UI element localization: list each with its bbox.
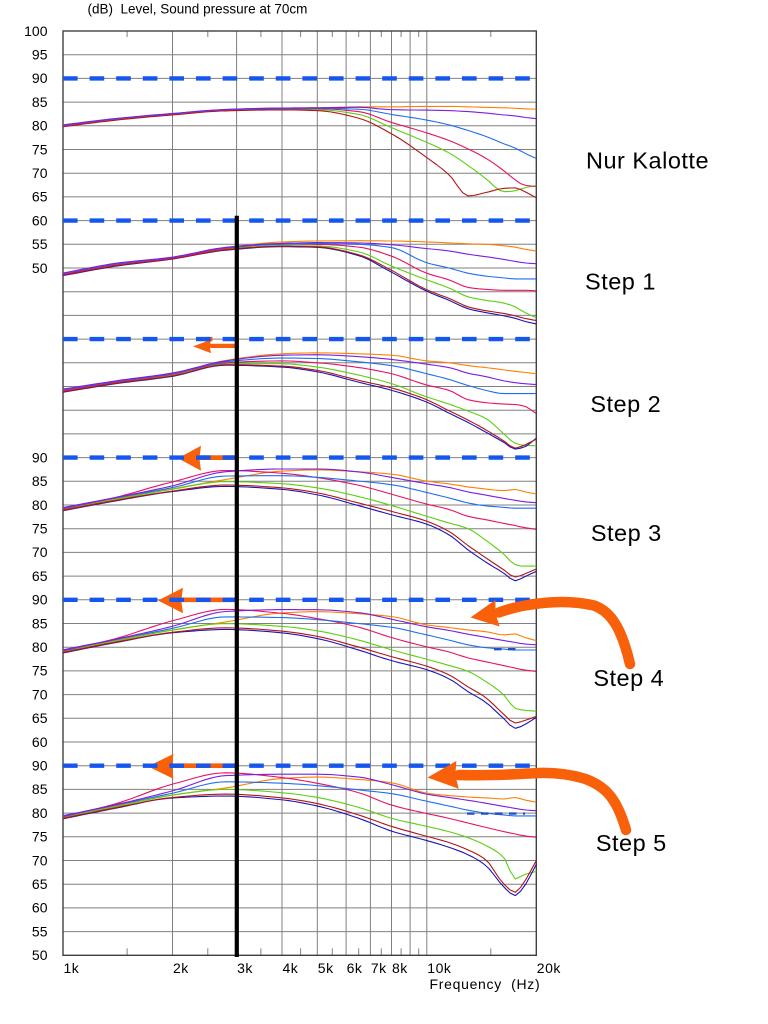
svg-text:1k: 1k bbox=[64, 960, 80, 976]
svg-text:60: 60 bbox=[32, 734, 48, 750]
svg-text:70: 70 bbox=[32, 544, 48, 560]
svg-text:4k: 4k bbox=[283, 960, 299, 976]
svg-text:5k: 5k bbox=[318, 960, 334, 976]
svg-text:Step 2: Step 2 bbox=[590, 391, 661, 417]
svg-text:Step 5: Step 5 bbox=[596, 830, 667, 856]
svg-text:65: 65 bbox=[32, 876, 48, 892]
svg-text:95: 95 bbox=[32, 47, 48, 63]
svg-text:2k: 2k bbox=[173, 960, 189, 976]
svg-text:90: 90 bbox=[32, 592, 48, 608]
svg-text:70: 70 bbox=[32, 165, 48, 181]
svg-text:65: 65 bbox=[32, 710, 48, 726]
svg-text:90: 90 bbox=[32, 70, 48, 86]
svg-text:90: 90 bbox=[32, 449, 48, 465]
svg-text:75: 75 bbox=[32, 663, 48, 679]
svg-text:50: 50 bbox=[32, 260, 48, 276]
svg-text:10k: 10k bbox=[427, 960, 452, 976]
svg-text:Step 3: Step 3 bbox=[591, 520, 662, 546]
svg-text:8k: 8k bbox=[392, 960, 408, 976]
svg-text:60: 60 bbox=[32, 212, 48, 228]
svg-text:50: 50 bbox=[32, 947, 48, 963]
svg-text:75: 75 bbox=[32, 829, 48, 845]
svg-text:Frequency (Hz): Frequency (Hz) bbox=[430, 976, 541, 992]
svg-text:75: 75 bbox=[32, 141, 48, 157]
svg-text:85: 85 bbox=[32, 781, 48, 797]
svg-text:55: 55 bbox=[32, 236, 48, 252]
svg-text:85: 85 bbox=[32, 615, 48, 631]
svg-text:85: 85 bbox=[32, 94, 48, 110]
svg-text:Step 1: Step 1 bbox=[585, 269, 656, 295]
svg-text:3k: 3k bbox=[237, 960, 253, 976]
svg-text:(dB) Level, Sound pressure at: (dB) Level, Sound pressure at 70cm bbox=[88, 1, 308, 16]
svg-text:80: 80 bbox=[32, 805, 48, 821]
svg-text:Nur Kalotte: Nur Kalotte bbox=[586, 148, 709, 174]
svg-text:85: 85 bbox=[32, 473, 48, 489]
svg-text:75: 75 bbox=[32, 521, 48, 537]
svg-text:Step 4: Step 4 bbox=[593, 665, 664, 691]
svg-text:90: 90 bbox=[32, 758, 48, 774]
svg-text:80: 80 bbox=[32, 497, 48, 513]
svg-text:70: 70 bbox=[32, 686, 48, 702]
svg-text:55: 55 bbox=[32, 923, 48, 939]
svg-text:80: 80 bbox=[32, 118, 48, 134]
svg-text:100: 100 bbox=[24, 23, 48, 39]
svg-text:20k: 20k bbox=[537, 960, 562, 976]
svg-text:65: 65 bbox=[32, 568, 48, 584]
svg-text:6k: 6k bbox=[347, 960, 363, 976]
svg-text:80: 80 bbox=[32, 639, 48, 655]
svg-text:60: 60 bbox=[32, 900, 48, 916]
svg-text:7k: 7k bbox=[371, 960, 387, 976]
svg-text:70: 70 bbox=[32, 852, 48, 868]
svg-text:65: 65 bbox=[32, 189, 48, 205]
